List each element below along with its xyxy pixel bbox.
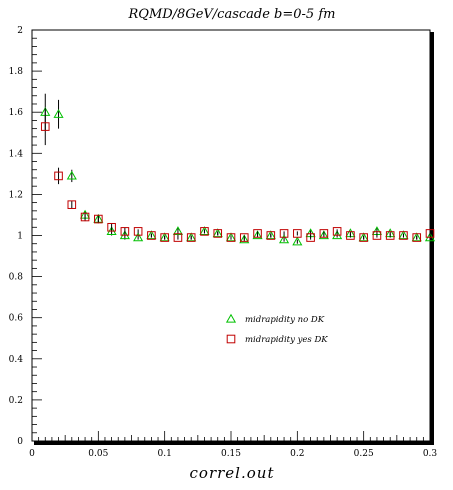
data-point (107, 222, 116, 232)
data-point (186, 232, 197, 242)
y-tick-label: 1.8 (9, 67, 24, 77)
legend-label: midrapidity no DK (245, 315, 325, 325)
data-point (40, 122, 50, 131)
data-point (239, 234, 250, 244)
data-point (120, 227, 130, 236)
data-point (252, 230, 263, 240)
y-tick-label: 1.4 (9, 149, 24, 159)
data-point (67, 200, 77, 209)
data-point (133, 227, 143, 236)
data-point (159, 232, 170, 242)
y-tick-label: 0.2 (9, 396, 23, 406)
data-point (225, 232, 237, 242)
data-point (186, 233, 196, 242)
data-point (200, 227, 209, 236)
data-point (212, 228, 223, 238)
data-point (372, 231, 382, 240)
data-point (80, 212, 90, 222)
data-marks (40, 93, 436, 246)
chart-title: RQMD/8GeV/cascade b=0-5 fm (128, 7, 336, 22)
data-point (54, 171, 63, 181)
data-point (213, 229, 223, 238)
x-tick-label: 0 (29, 449, 35, 459)
data-point (199, 226, 210, 236)
series-1 (40, 93, 436, 246)
legend: midrapidity no DK midrapidity yes DK (225, 313, 328, 345)
data-point (226, 233, 236, 242)
data-point (279, 234, 290, 244)
data-point (425, 229, 435, 238)
legend-marker (225, 313, 237, 323)
legend-marker (226, 334, 236, 344)
y-tick-label: 1.6 (9, 108, 24, 118)
x-tick-label: 0.1 (158, 449, 172, 459)
data-point (160, 233, 169, 242)
data-point (411, 232, 422, 242)
data-point (319, 229, 329, 238)
data-point (399, 231, 408, 240)
data-point (412, 233, 422, 242)
data-point (173, 233, 183, 242)
data-point (147, 231, 156, 240)
y-tick-label: 0 (17, 437, 23, 447)
data-point (94, 214, 103, 224)
x-tick-label: 0.05 (88, 449, 108, 459)
data-point (358, 232, 369, 242)
y-tick-label: 1 (17, 232, 23, 242)
y-tick-label: 0.8 (9, 273, 24, 283)
data-point (253, 229, 262, 238)
data-point (266, 231, 276, 240)
data-point (239, 233, 249, 242)
data-point (398, 230, 409, 240)
x-axis-label: correl.out (190, 464, 275, 482)
x-tick-label: 0.25 (354, 449, 374, 459)
series-2 (40, 108, 435, 242)
data-point (359, 233, 368, 242)
data-point (265, 230, 276, 240)
data-point (66, 170, 77, 180)
data-point (306, 233, 315, 242)
data-point (293, 229, 302, 238)
y-tick-label: 2 (17, 26, 23, 36)
data-point (53, 109, 64, 118)
data-point (133, 232, 144, 242)
data-point (346, 231, 355, 240)
legend-label: midrapidity yes DK (245, 335, 328, 345)
y-tick-label: 0.4 (9, 355, 24, 365)
y-axis: 0 0.2 0.4 0.6 0.8 1 1.2 1.4 1.6 1.8 2 (9, 26, 42, 447)
data-point (279, 229, 289, 238)
data-point (292, 236, 303, 246)
x-axis: 0 0.05 0.1 0.15 0.2 0.25 0.3 (29, 431, 437, 459)
data-point (385, 231, 395, 240)
y-tick-label: 1.2 (9, 190, 23, 200)
y-tick-label: 0.6 (9, 314, 24, 324)
x-tick-label: 0.2 (290, 449, 304, 459)
data-point (146, 230, 157, 240)
x-tick-label: 0.15 (221, 449, 241, 459)
data-point (318, 230, 329, 240)
x-tick-label: 0.3 (423, 449, 438, 459)
data-point (332, 227, 342, 236)
data-point (172, 226, 183, 236)
